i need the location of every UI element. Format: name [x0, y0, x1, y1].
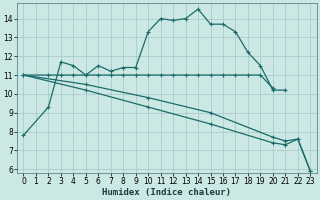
X-axis label: Humidex (Indice chaleur): Humidex (Indice chaleur): [102, 188, 231, 197]
